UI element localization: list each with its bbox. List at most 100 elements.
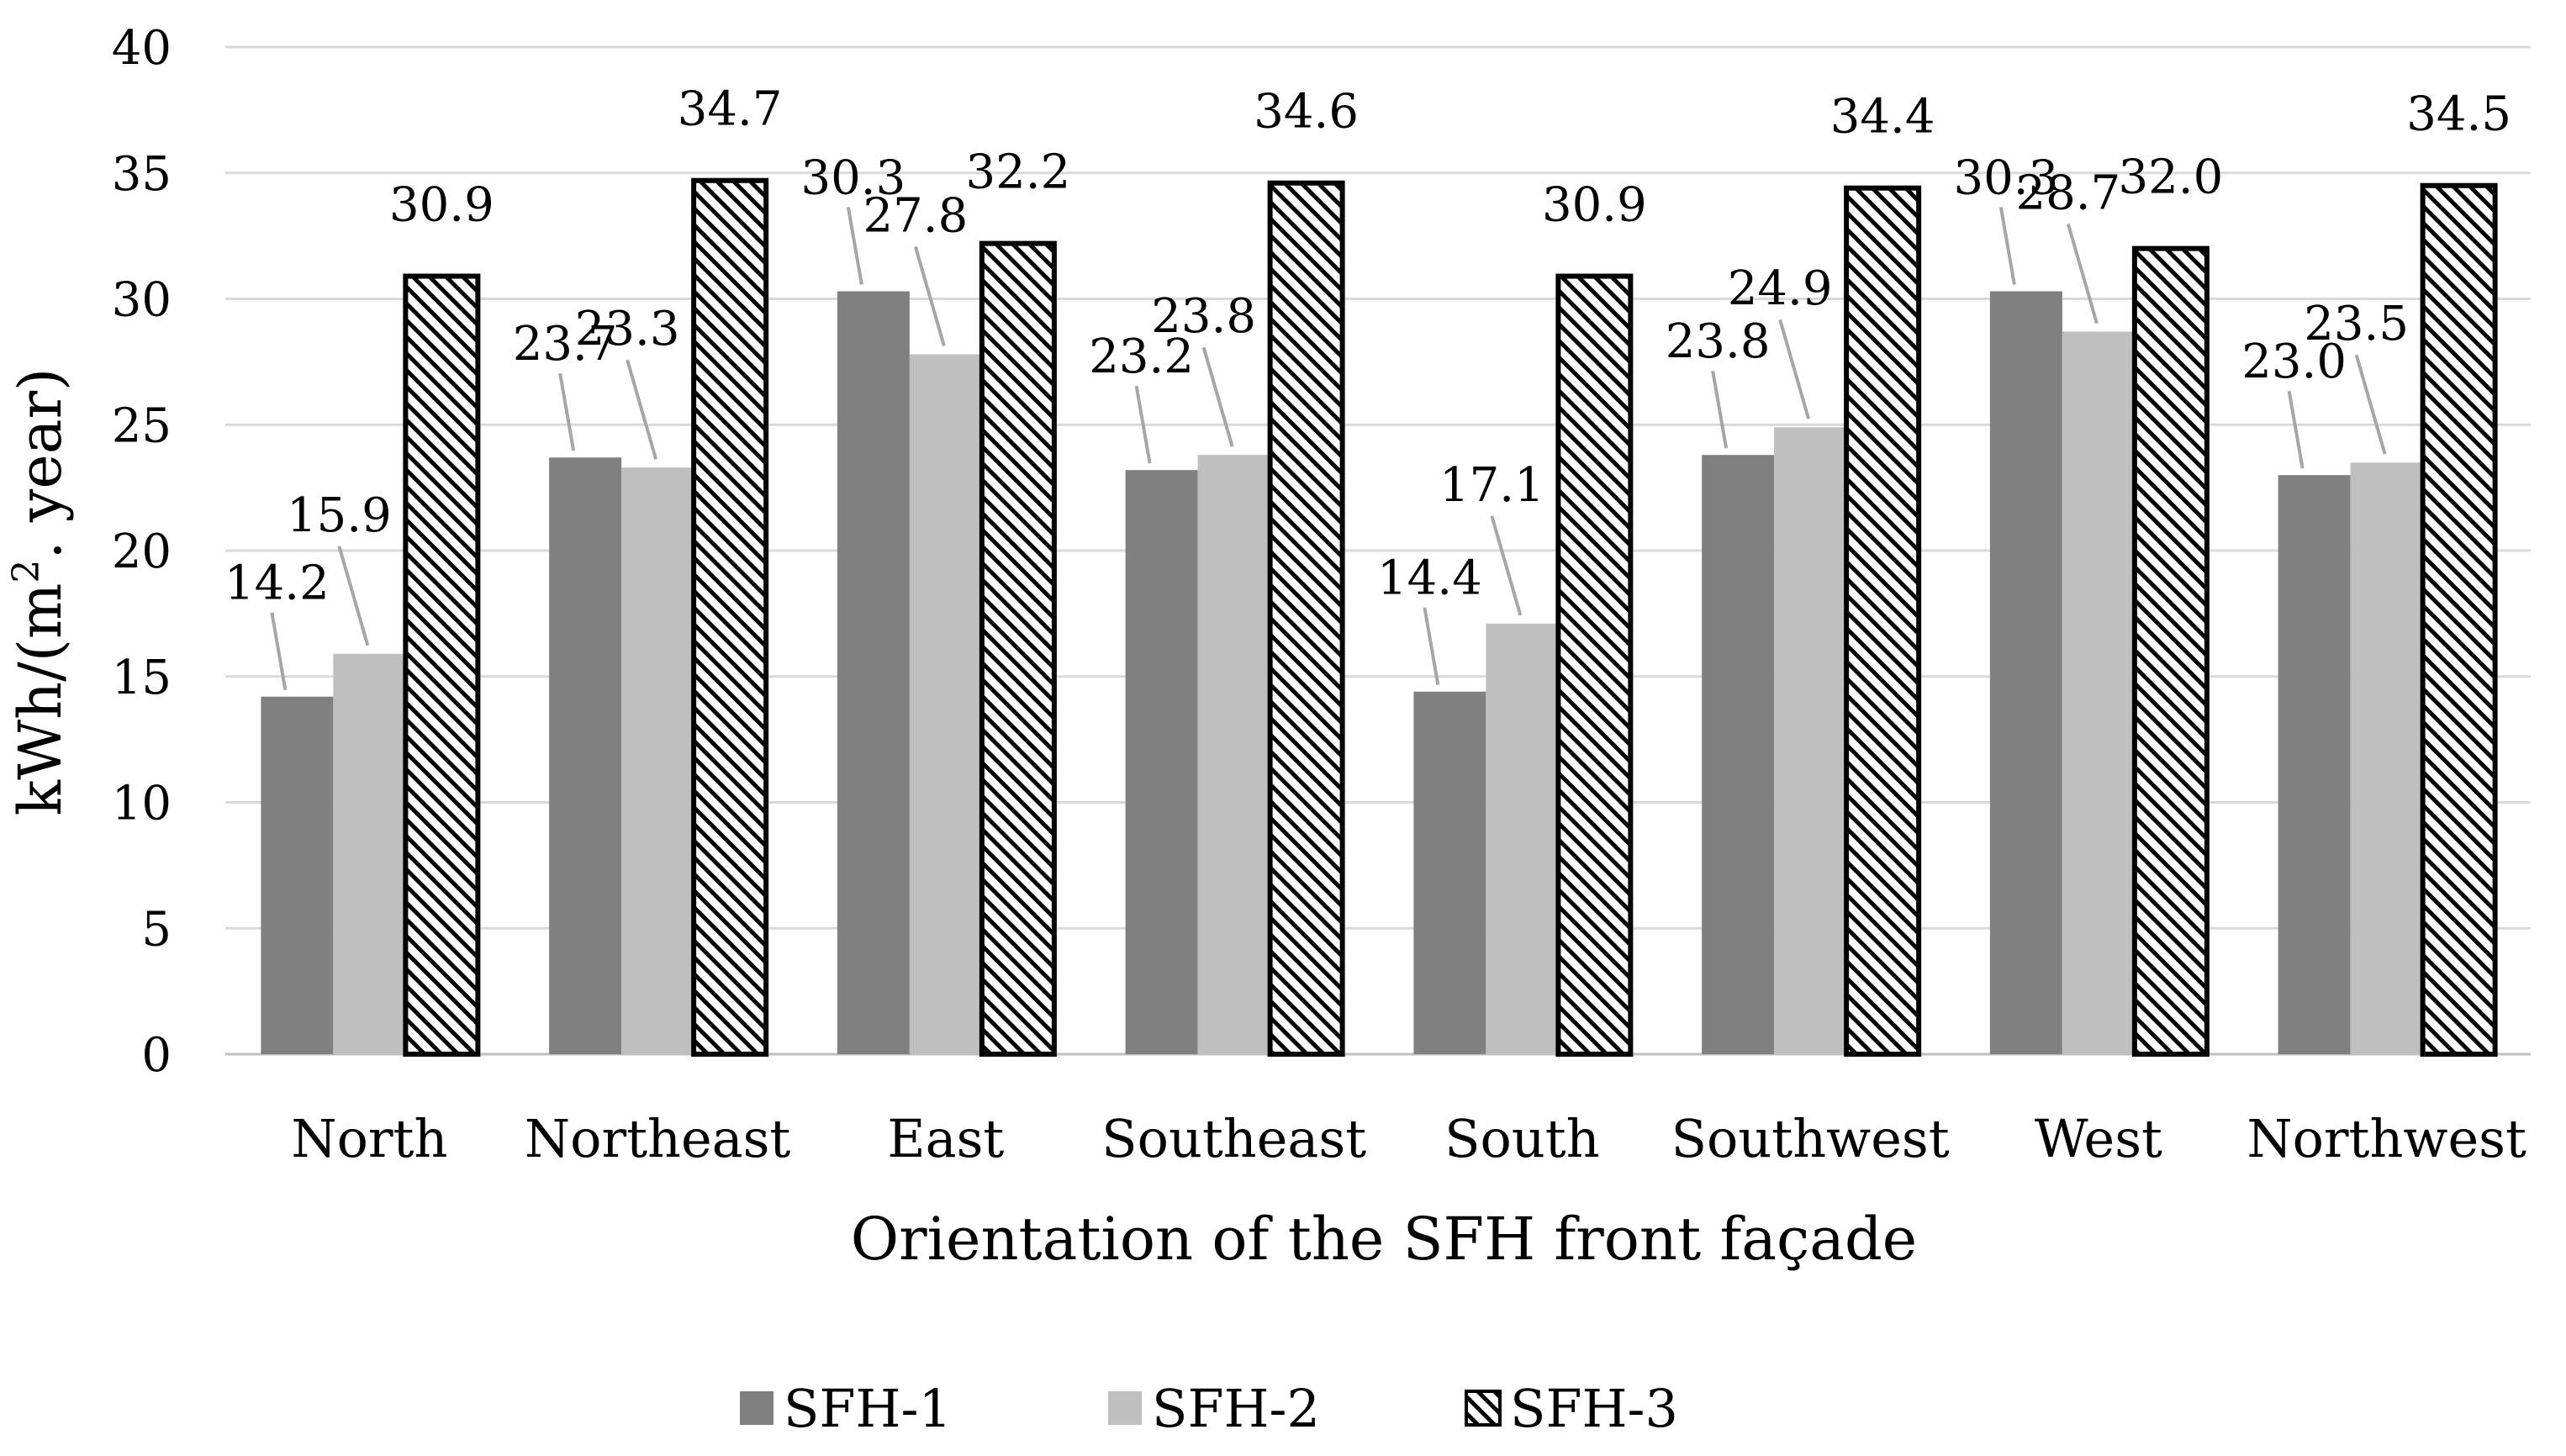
label-leader-line — [1134, 385, 1152, 464]
x-category-label: Southwest — [1671, 1108, 1950, 1169]
data-label-sfh-2-southeast: 23.8 — [1151, 289, 1256, 344]
legend-swatch-sfh-1 — [740, 1391, 773, 1425]
label-leader-lines — [270, 207, 2387, 691]
data-labels: 14.215.930.923.723.334.730.327.832.223.2… — [224, 82, 2511, 611]
legend-swatch-sfh-2 — [1108, 1391, 1142, 1425]
data-label-sfh-1-northeast: 23.7 — [513, 317, 618, 372]
bars — [261, 177, 2498, 1058]
data-label-sfh-2-west: 28.7 — [2016, 166, 2121, 220]
data-label-sfh-1-northwest: 23.0 — [2241, 335, 2347, 389]
x-category-label: West — [2035, 1108, 2162, 1169]
x-category-label: Northwest — [2247, 1108, 2526, 1169]
bar-sfh-2-north — [333, 653, 406, 1054]
data-label-sfh-1-west: 30.3 — [1954, 151, 2059, 206]
data-label-sfh-1-southwest: 23.8 — [1666, 314, 1771, 369]
y-axis-title-tail: . year) — [6, 368, 75, 560]
legend-label-sfh-3: SFH-3 — [1510, 1378, 1678, 1439]
bar-sfh-2-northwest — [2350, 462, 2423, 1054]
bar-sfh-1-west — [1989, 291, 2062, 1054]
bar-sfh-3-northwest — [2420, 182, 2498, 1058]
data-label-sfh-2-northwest: 23.5 — [2304, 297, 2409, 351]
label-leader-line — [1998, 207, 2016, 285]
x-axis-categories: North Northeast East Southeast South Southwes… — [291, 1108, 2526, 1169]
data-label-sfh-3-west: 32.0 — [2119, 150, 2224, 205]
data-label-sfh-3-northeast: 34.7 — [678, 82, 783, 137]
data-label-sfh-3-northwest: 34.5 — [2406, 87, 2511, 142]
label-leader-line — [846, 207, 863, 285]
data-label-sfh-3-southwest: 34.4 — [1830, 90, 1935, 145]
label-leader-line — [2287, 390, 2305, 469]
y-axis-title-superscript: 2 — [5, 560, 48, 583]
data-label-sfh-2-southwest: 24.9 — [1728, 261, 1833, 316]
bar-sfh-3-southwest — [1844, 185, 1922, 1058]
y-tick-label: 20 — [112, 525, 172, 579]
label-leader-line — [1778, 319, 1811, 419]
bar-sfh-3-southeast — [1267, 180, 1345, 1058]
data-label-sfh-2-northeast: 23.3 — [575, 302, 680, 356]
x-category-label: Southeast — [1101, 1108, 1366, 1169]
data-label-sfh-1-north: 14.2 — [224, 557, 330, 611]
data-label-sfh-3-north: 30.9 — [389, 178, 494, 233]
label-leader-line — [1423, 607, 1440, 686]
x-category-label: North — [291, 1108, 447, 1169]
data-label-sfh-2-north: 15.9 — [287, 488, 392, 543]
y-axis-ticks: 0 5 10 15 20 25 30 35 40 — [112, 21, 172, 1083]
bar-sfh-2-southwest — [1774, 427, 1847, 1054]
data-label-sfh-3-southeast: 34.6 — [1254, 85, 1359, 140]
x-category-label: East — [887, 1108, 1004, 1169]
label-leader-line — [558, 372, 576, 451]
bar-sfh-2-east — [909, 354, 982, 1054]
label-leader-line — [1201, 346, 1234, 447]
bar-sfh-1-north — [261, 696, 334, 1054]
y-tick-label: 30 — [112, 273, 172, 328]
legend-label-sfh-1: SFH-1 — [784, 1378, 952, 1439]
bar-sfh-3-west — [2131, 245, 2210, 1058]
label-leader-line — [337, 546, 370, 646]
data-label-sfh-2-south: 17.1 — [1439, 458, 1544, 513]
bar-sfh-1-east — [837, 291, 910, 1054]
bar-sfh-1-northeast — [549, 457, 622, 1054]
data-label-sfh-2-east: 27.8 — [863, 188, 969, 243]
data-label-sfh-3-east: 32.2 — [966, 145, 1071, 200]
label-leader-line — [1711, 370, 1729, 449]
y-tick-label: 10 — [112, 777, 172, 831]
bar-sfh-2-southeast — [1197, 455, 1270, 1054]
bar-sfh-1-northwest — [2278, 475, 2351, 1054]
data-label-sfh-1-southeast: 23.2 — [1089, 330, 1194, 384]
data-label-sfh-1-south: 14.4 — [1377, 551, 1482, 606]
bar-sfh-3-northeast — [691, 177, 769, 1058]
y-tick-label: 25 — [112, 398, 172, 453]
bar-sfh-1-southwest — [1702, 455, 1775, 1054]
label-leader-line — [626, 359, 658, 460]
x-category-label: Northeast — [525, 1108, 791, 1169]
label-leader-line — [270, 612, 288, 691]
bar-sfh-3-north — [403, 273, 481, 1058]
legend-swatch-sfh-3 — [1465, 1390, 1502, 1427]
y-tick-label: 15 — [112, 651, 172, 705]
bar-sfh-2-west — [2062, 331, 2135, 1054]
bar-sfh-1-south — [1413, 691, 1486, 1054]
data-label-sfh-3-south: 30.9 — [1542, 178, 1647, 233]
bar-sfh-1-southeast — [1125, 470, 1198, 1054]
label-leader-line — [913, 245, 946, 346]
label-leader-line — [1490, 515, 1523, 616]
x-category-label: South — [1444, 1108, 1600, 1169]
y-tick-label: 0 — [141, 1028, 172, 1083]
y-axis-title-base: kWh/(m — [6, 583, 75, 816]
label-leader-line — [2066, 223, 2099, 324]
legend: SFH-1 SFH-2 SFH-3 — [740, 1378, 1678, 1439]
y-tick-label: 35 — [112, 147, 172, 202]
label-leader-line — [2354, 354, 2387, 455]
y-tick-label: 5 — [141, 902, 172, 957]
bar-sfh-3-east — [979, 240, 1057, 1057]
bar-sfh-2-south — [1486, 623, 1559, 1054]
bar-sfh-3-south — [1555, 273, 1634, 1058]
bar-sfh-2-northeast — [621, 467, 694, 1054]
y-axis-title: kWh/(m2. year) — [5, 368, 75, 816]
data-label-sfh-1-east: 30.3 — [801, 151, 906, 206]
y-tick-label: 40 — [112, 21, 172, 76]
x-axis-title: Orientation of the SFH front façade — [851, 1205, 1917, 1274]
legend-label-sfh-2: SFH-2 — [1152, 1378, 1320, 1439]
